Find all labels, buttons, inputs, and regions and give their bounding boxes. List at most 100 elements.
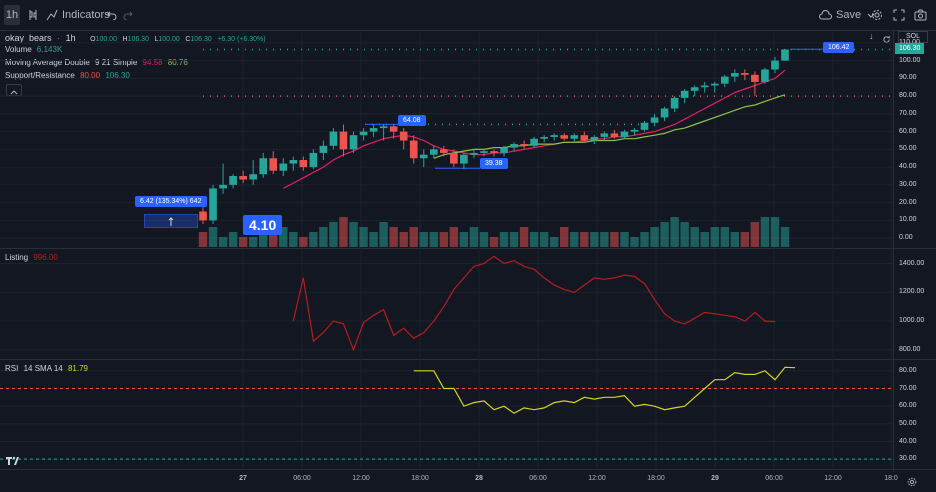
indicators-button[interactable]: Indicators xyxy=(46,5,110,25)
candle-up xyxy=(660,108,669,118)
ma-legend[interactable]: Moving Average Double 9 21 Simple 94.58 … xyxy=(5,58,191,67)
listing-axis-tick: 800.00 xyxy=(899,345,921,353)
volume-legend[interactable]: Volume 6.143K xyxy=(5,45,65,54)
snapshot-button[interactable] xyxy=(914,5,927,25)
candle-up xyxy=(289,160,298,164)
measure-label: 6.42 (135.34%) 642 xyxy=(140,198,202,205)
scroll-down-button[interactable]: ↓ xyxy=(869,31,874,41)
low-price-label: 39.38 xyxy=(485,160,503,167)
ma-slow-line xyxy=(433,94,786,159)
listing-value: 996.00 xyxy=(33,253,58,262)
volume-bar xyxy=(610,232,619,247)
volume-bar xyxy=(218,237,228,247)
save-button[interactable]: Save xyxy=(818,5,875,25)
volume-bar xyxy=(329,222,338,247)
ma-slow-value: 80.76 xyxy=(167,58,188,67)
volume-bar xyxy=(319,227,328,247)
candle-up xyxy=(640,122,649,130)
candle-down xyxy=(580,135,589,141)
indicators-label: Indicators xyxy=(62,9,110,21)
volume-bar xyxy=(539,232,549,247)
big-value-label[interactable]: 4.10 xyxy=(243,215,283,235)
rsi-axis-tick: 70.00 xyxy=(899,384,917,392)
volume-bar xyxy=(369,232,378,247)
time-axis-tick: 18:00 xyxy=(411,475,429,482)
collapse-legend-button[interactable] xyxy=(6,84,22,96)
price-axis-tick: 100.00 xyxy=(899,56,921,64)
volume-bar xyxy=(399,232,408,247)
volume-bar xyxy=(469,227,479,247)
reset-scale-button[interactable] xyxy=(882,31,891,49)
volume-bar xyxy=(439,232,449,247)
volume-value: 6.143K xyxy=(36,45,63,54)
settings-button[interactable] xyxy=(871,5,883,25)
candle-down xyxy=(440,149,448,153)
measure-box[interactable] xyxy=(144,214,198,228)
volume-bar xyxy=(529,232,539,247)
ma-params: 9 21 Simple xyxy=(95,58,138,67)
candle-up xyxy=(731,73,739,77)
high-label: H xyxy=(122,36,128,43)
volume-bar xyxy=(379,222,388,247)
pane-separator-2[interactable] xyxy=(0,359,936,360)
close-value: 106.30 xyxy=(190,36,212,43)
volume-bar xyxy=(770,217,780,247)
interval-button[interactable]: 1h xyxy=(4,5,20,25)
candle-up xyxy=(510,144,518,148)
sr-legend[interactable]: Support/Resistance 80.00 106.30 xyxy=(5,71,133,80)
listing-name: Listing xyxy=(5,253,29,262)
ma-fast-line xyxy=(283,69,786,189)
axis-current-price-label: 106.30 xyxy=(899,45,921,52)
volume-bar xyxy=(449,227,459,247)
candle-down xyxy=(520,144,528,146)
candle-down xyxy=(269,158,278,171)
low-price-tag: 39.38 xyxy=(480,158,508,169)
save-label: Save xyxy=(836,9,862,21)
volume-bar xyxy=(389,227,398,247)
volume-bar xyxy=(289,232,298,247)
candle-down xyxy=(399,131,408,141)
candle-down xyxy=(751,74,759,82)
volume-bar xyxy=(780,227,790,247)
candle-up xyxy=(650,117,659,123)
candle-up xyxy=(590,136,599,141)
time-axis-tick: 29 xyxy=(711,475,719,482)
change-value: +6.30 (+6.30%) xyxy=(217,36,266,43)
candle-up xyxy=(540,136,548,139)
price-axis-tick: 70.00 xyxy=(899,109,917,117)
axis-settings-button[interactable] xyxy=(907,474,917,492)
currency-badge[interactable]: SOL xyxy=(898,31,928,43)
rsi-legend[interactable]: RSI 14 SMA 14 81.79 xyxy=(5,364,91,373)
volume-bar xyxy=(750,222,760,247)
candle-up xyxy=(349,135,358,150)
price-axis-tick: 90.00 xyxy=(899,74,917,82)
candle-up xyxy=(570,135,579,139)
volume-bar xyxy=(580,232,589,247)
redo-button[interactable] xyxy=(123,5,133,25)
tradingview-logo[interactable] xyxy=(5,454,21,472)
candle-up xyxy=(550,135,559,137)
pane-separator-1[interactable] xyxy=(0,248,936,249)
candle-up xyxy=(700,85,709,88)
tv-logo-icon xyxy=(6,456,19,465)
rsi-value: 81.79 xyxy=(67,364,88,373)
chart-style-button[interactable] xyxy=(27,5,39,25)
symbol-name[interactable]: okay_bears xyxy=(5,33,52,43)
volume-bar xyxy=(549,237,559,247)
undo-button[interactable] xyxy=(107,5,117,25)
volume-bar xyxy=(680,222,689,247)
fullscreen-button[interactable] xyxy=(893,5,905,25)
volume-bar xyxy=(700,232,709,247)
high-price-tag: 64.08 xyxy=(398,115,426,126)
volume-bar xyxy=(238,237,248,247)
volume-bar xyxy=(590,232,599,247)
current-price-label: 106.42 xyxy=(828,44,850,51)
listing-legend[interactable]: Listing 996.00 xyxy=(5,253,61,262)
candle-up xyxy=(219,184,227,189)
cloud-icon xyxy=(819,10,832,20)
volume-bar xyxy=(740,232,750,247)
high-value: 106.30 xyxy=(127,36,149,43)
candles-icon xyxy=(29,10,37,20)
candle-up xyxy=(530,138,538,146)
